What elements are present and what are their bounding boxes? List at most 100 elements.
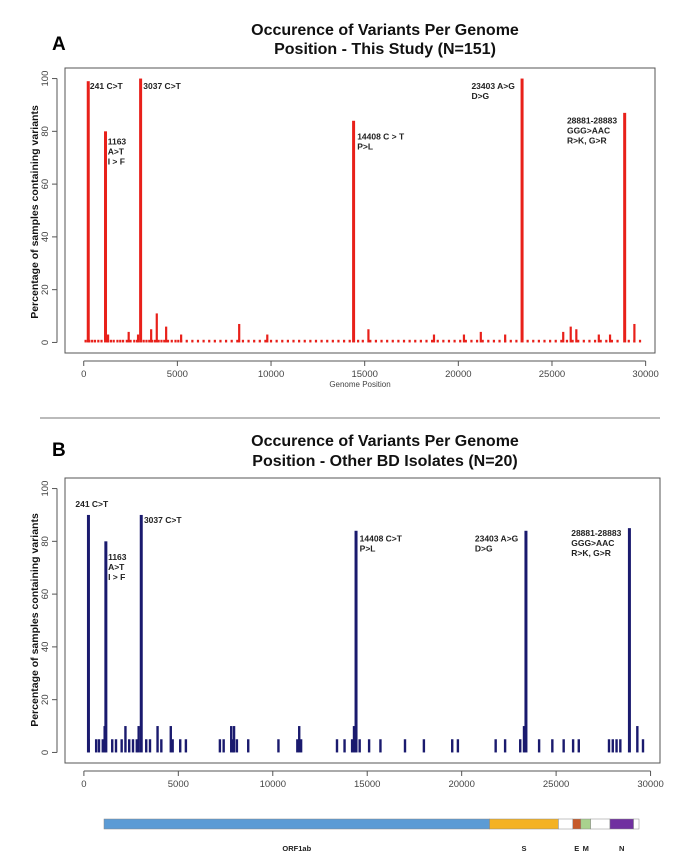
variant-bar xyxy=(320,339,323,343)
variant-bar xyxy=(551,739,554,753)
variant-bar xyxy=(235,739,239,753)
variant-bar xyxy=(425,339,428,343)
variant-bar xyxy=(526,339,529,343)
variant-bar xyxy=(352,120,356,343)
variant-bar xyxy=(611,739,614,753)
variant-bar xyxy=(562,739,565,753)
variant-bar xyxy=(247,339,250,343)
genome-map-labels: ORF1ab S E M N xyxy=(282,844,624,853)
y-tick-label: 100 xyxy=(40,481,51,497)
variant-bar xyxy=(298,726,301,753)
variant-annotation: 14408 C > T P>L xyxy=(357,131,405,151)
x-tick-label: 15000 xyxy=(351,369,377,380)
panel-b-title-line1: Occurence of Variants Per Genome xyxy=(251,433,519,450)
gene-label-m: M xyxy=(583,844,589,853)
variant-bar xyxy=(391,339,394,343)
variant-bar xyxy=(292,339,295,343)
variant-bar xyxy=(241,339,245,343)
variant-bar xyxy=(436,339,439,343)
variant-bar xyxy=(367,329,370,343)
variant-bar xyxy=(137,726,140,753)
panel-b: B Occurence of Variants Per Genome Posit… xyxy=(29,433,664,790)
variant-bar xyxy=(314,339,318,343)
y-tick-label: 80 xyxy=(40,536,51,547)
genome-map-segments xyxy=(103,818,640,830)
variant-bar xyxy=(104,131,108,343)
variant-bar xyxy=(597,334,600,343)
variant-annotation: 28881-28883 GGG>AAC R>K, G>R xyxy=(567,115,617,145)
variant-bar xyxy=(163,339,166,343)
panel-b-y-axis: 0 20 40 60 80 100 xyxy=(40,481,58,755)
variant-bar xyxy=(554,339,557,343)
variant-bar xyxy=(503,739,507,753)
variant-bar xyxy=(139,514,143,753)
variant-bar xyxy=(367,739,371,753)
variant-bar xyxy=(222,739,225,753)
variant-bar xyxy=(537,339,540,343)
variant-bar xyxy=(608,334,612,343)
variant-bar xyxy=(515,339,518,343)
y-tick-label: 60 xyxy=(40,179,51,190)
variant-bar xyxy=(157,339,160,343)
variant-bar xyxy=(326,339,329,343)
variant-bar xyxy=(380,339,383,343)
panel-a-x-axis-label: Genome Position xyxy=(329,380,390,389)
variant-bar xyxy=(218,739,222,753)
variant-bar xyxy=(504,334,507,343)
y-tick-label: 40 xyxy=(40,232,51,243)
variant-annotation: 1163 A>T I > F xyxy=(108,137,127,167)
gene-label-n: N xyxy=(619,844,624,853)
variant-annotation: 241 C>T xyxy=(90,81,124,91)
gene-label-s: S xyxy=(521,844,526,853)
x-tick-label: 25000 xyxy=(543,779,569,790)
variant-bar xyxy=(357,339,360,343)
variant-annotation: 3037 C>T xyxy=(144,515,182,525)
variant-bar xyxy=(599,339,602,343)
y-tick-label: 100 xyxy=(40,71,51,87)
variant-bar xyxy=(156,726,159,753)
variant-bar xyxy=(114,739,118,753)
variant-bar xyxy=(593,339,597,343)
variant-bar xyxy=(605,339,608,343)
variant-bar xyxy=(86,514,90,753)
variant-bar xyxy=(494,739,497,753)
variant-bar xyxy=(142,339,145,343)
gene-segment-orf1ab xyxy=(103,818,490,830)
variant-bar xyxy=(619,739,622,753)
variant-bar xyxy=(532,339,535,343)
variant-bar xyxy=(641,739,645,753)
gene-segment-gap2 xyxy=(590,818,611,830)
variant-bar xyxy=(224,339,228,343)
gene-segment-e xyxy=(572,818,582,830)
variant-bar xyxy=(335,739,339,753)
variant-annotation: 14408 C>T P>L xyxy=(360,533,403,553)
variant-bar xyxy=(93,339,97,343)
variant-bar xyxy=(414,339,417,343)
variant-bar xyxy=(125,339,128,343)
variant-bar xyxy=(145,739,148,753)
variant-annotation: 23403 A>G D>G xyxy=(471,81,515,101)
variant-bar xyxy=(479,331,482,343)
panel-a-y-axis-label: Percentage of samples containing variant… xyxy=(29,105,41,319)
variant-bar xyxy=(213,339,216,343)
variant-bar xyxy=(286,339,289,343)
x-tick-label: 25000 xyxy=(539,369,565,380)
panel-a-plot-frame xyxy=(64,67,656,354)
x-tick-label: 0 xyxy=(81,369,86,380)
variant-bar xyxy=(139,78,143,343)
variant-bar xyxy=(451,739,454,753)
panel-b-x-axis: 0 5000 10000 15000 20000 25000 30000 xyxy=(81,770,664,790)
variant-bar xyxy=(116,339,119,343)
variant-bar xyxy=(610,339,614,343)
variant-bar xyxy=(236,339,239,343)
x-tick-label: 20000 xyxy=(445,369,471,380)
x-tick-label: 20000 xyxy=(448,779,474,790)
variant-bar xyxy=(170,339,173,343)
variant-bar xyxy=(91,339,94,343)
variant-bar xyxy=(577,339,580,343)
variant-bar xyxy=(456,739,460,753)
variant-bar xyxy=(442,339,445,343)
gene-segment-m xyxy=(580,818,591,830)
